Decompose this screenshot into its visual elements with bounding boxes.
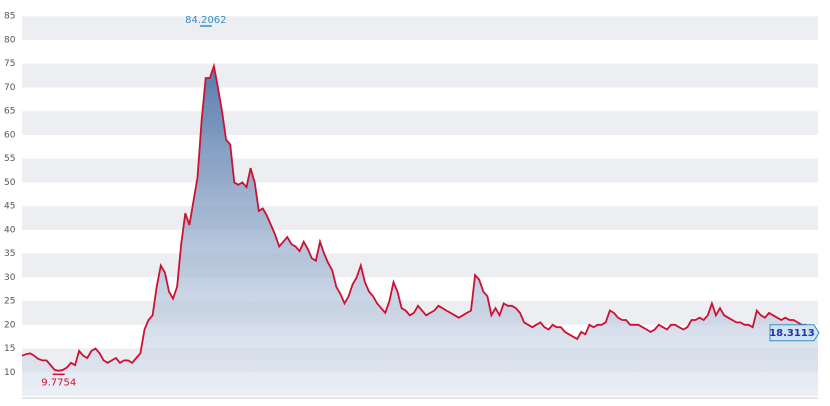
- y-tick-label: 45: [4, 202, 15, 212]
- grid-band: [22, 253, 818, 278]
- y-tick-label: 30: [4, 273, 16, 283]
- area: [22, 66, 818, 396]
- y-tick-label: 55: [4, 154, 15, 164]
- plot: 10 15 20 25 30 35 40 45 50 55 60 65 70 75 80 85 84.2062 9…: [4, 12, 820, 399]
- y-tick-label: 15: [4, 344, 15, 354]
- high-label: 84.2062: [185, 15, 226, 26]
- y-tick-label: 20: [4, 320, 16, 330]
- low-label: 9.7754: [41, 377, 76, 388]
- line: [21, 62, 819, 372]
- grid-band: [22, 206, 818, 230]
- y-tick-label: 75: [4, 59, 15, 69]
- grid-band: [22, 158, 818, 183]
- last-value-label: 18.3113: [769, 328, 815, 339]
- y-tick-label: 40: [4, 225, 16, 235]
- y-tick-label: 35: [4, 249, 15, 259]
- y-tick-label: 80: [4, 35, 16, 45]
- y-tick-label: 10: [4, 368, 16, 378]
- grid-band: [22, 16, 818, 40]
- y-tick-label: 50: [4, 178, 16, 188]
- y-tick-label: 25: [4, 297, 15, 307]
- y-tick-label: 60: [4, 130, 16, 140]
- y-tick-label: 85: [4, 12, 15, 22]
- last-value-box: [769, 324, 820, 342]
- grid-band: [22, 63, 818, 88]
- y-tick-label: 70: [4, 83, 16, 93]
- grid-band: [22, 111, 818, 135]
- y-tick-label: 65: [4, 107, 15, 117]
